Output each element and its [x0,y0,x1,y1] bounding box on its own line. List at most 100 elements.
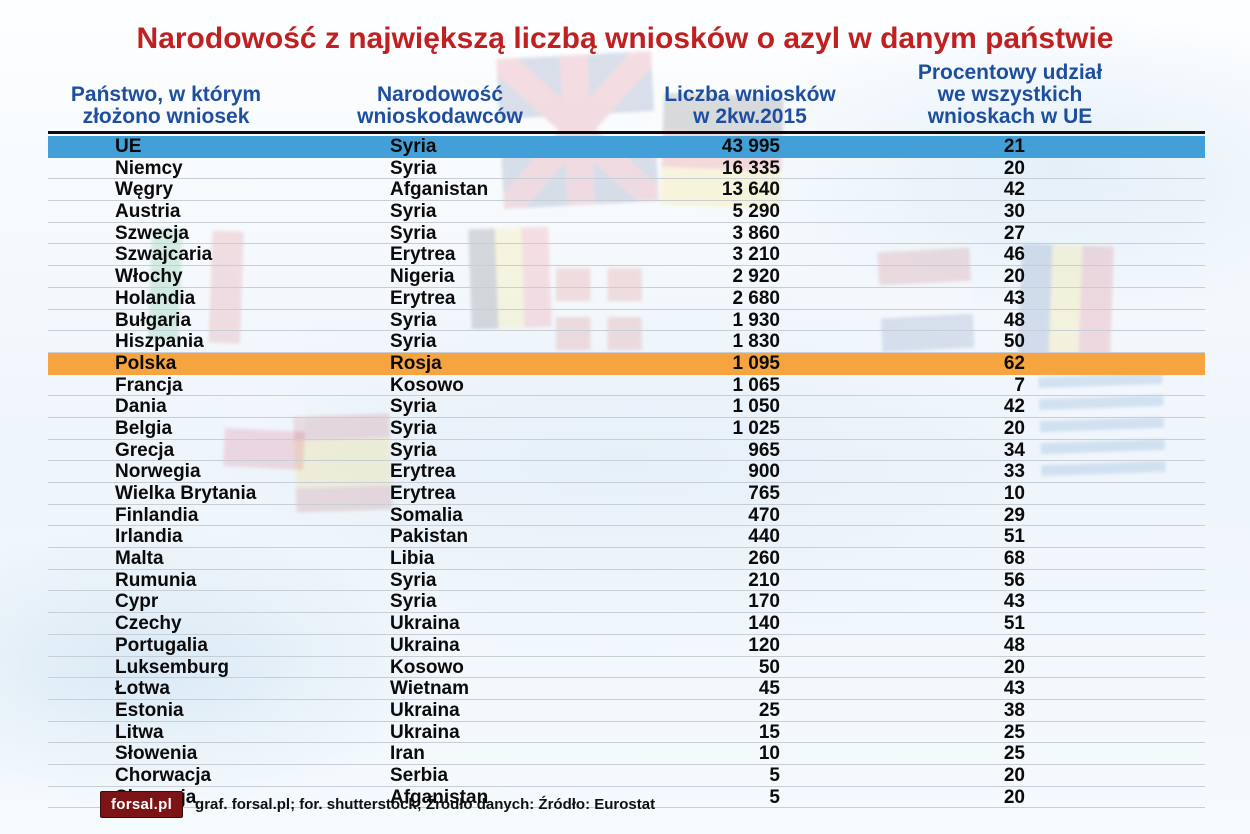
table-row: Cypr Syria 170 43 [48,591,1205,614]
table-row: UE Syria 43 995 21 [48,136,1205,158]
column-header-count: Liczba wniosków w 2kw.2015 [630,84,870,128]
nationality-cell: Syria [390,417,437,439]
nationality-cell: Syria [390,569,437,591]
percent-cell: 42 [1003,396,1025,418]
footer-credit-text: graf. forsal.pl; for. shutterstock; Źród… [195,796,656,813]
nationality-cell: Iran [390,743,425,765]
country-cell: Litwa [115,721,164,743]
country-cell: Malta [115,548,164,570]
count-cell: 10 [758,743,780,765]
country-cell: Polska [115,352,177,374]
count-cell: 440 [748,526,780,548]
country-cell: Francja [115,374,183,396]
count-cell: 210 [748,569,780,591]
percent-cell: 38 [1003,699,1025,721]
table-row: Luksemburg Kosowo 50 20 [48,657,1205,679]
column-header-count-line1: Liczba wniosków [664,83,836,106]
country-cell: Finlandia [115,504,199,526]
country-cell: Wielka Brytania [115,483,257,504]
percent-cell: 20 [1003,786,1025,808]
table-row: Polska Rosja 1 095 62 [48,352,1205,375]
table-row: Finlandia Somalia 470 29 [48,505,1205,527]
percent-cell: 43 [1003,591,1025,613]
table-row: Holandia Erytrea 2 680 43 [48,288,1205,310]
country-cell: Dania [115,396,167,418]
count-cell: 1 095 [732,352,780,374]
nationality-cell: Syria [390,439,437,461]
country-cell: Chorwacja [115,764,212,786]
count-cell: 25 [758,699,780,721]
nationality-cell: Pakistan [390,526,469,548]
nationality-cell: Afganistan [390,786,489,808]
percent-cell: 20 [1003,764,1025,786]
nationality-cell: Syria [390,136,437,157]
table-row: Francja Kosowo 1 065 7 [48,375,1205,397]
nationality-cell: Syria [390,591,437,613]
table-row: Portugalia Ukraina 120 48 [48,635,1205,657]
country-cell: Belgia [115,417,173,439]
count-cell: 50 [758,656,780,678]
country-cell: Czechy [115,613,182,635]
country-cell: Bułgaria [115,309,192,331]
nationality-cell: Syria [390,309,437,331]
percent-cell: 56 [1003,569,1025,591]
nationality-cell: Erytrea [390,483,456,504]
percent-cell: 48 [1003,634,1025,656]
table-row: Litwa Ukraina 15 25 [48,722,1205,744]
nationality-cell: Nigeria [390,266,455,288]
table-row: Wielka Brytania Erytrea 765 10 [48,483,1205,505]
country-cell: Holandia [115,287,196,309]
forsal-logo: forsal.pl [100,791,184,818]
count-cell: 16 335 [721,157,780,179]
count-cell: 2 680 [732,287,780,309]
nationality-cell: Syria [390,157,437,179]
column-header-nationality: Narodowość wnioskodawców [320,84,560,128]
nationality-cell: Erytrea [390,287,456,309]
count-cell: 2 920 [732,266,780,288]
column-header-country-line2: złożono wniosek [82,105,250,128]
country-cell: Węgry [115,179,174,201]
nationality-cell: Somalia [390,504,463,526]
table-row: Łotwa Wietnam 45 43 [48,678,1205,700]
percent-cell: 50 [1003,331,1025,353]
percent-cell: 51 [1003,613,1025,635]
country-cell: Estonia [115,699,184,721]
count-cell: 1 830 [732,331,780,353]
count-cell: 5 [769,764,780,786]
country-cell: Włochy [115,266,183,288]
count-cell: 120 [748,634,780,656]
table-row: Słowenia Iran 10 25 [48,743,1205,765]
country-cell: Hiszpania [115,331,204,353]
count-cell: 1 065 [732,374,780,396]
percent-cell: 46 [1003,244,1025,266]
footer: forsal.pl graf. forsal.pl; for. shutters… [100,791,655,818]
table-row: Grecja Syria 965 34 [48,440,1205,462]
nationality-cell: Erytrea [390,244,456,266]
table-row: Dania Syria 1 050 42 [48,396,1205,418]
table-row: Austria Syria 5 290 30 [48,201,1205,223]
nationality-cell: Ukraina [390,613,460,635]
table-row: Bułgaria Syria 1 930 48 [48,310,1205,332]
percent-cell: 20 [1003,656,1025,678]
column-header-nationality-line2: wnioskodawców [357,105,523,128]
nationality-cell: Ukraina [390,721,460,743]
table-row: Niemcy Syria 16 335 20 [48,158,1205,180]
count-cell: 1 025 [732,417,780,439]
table-row: Hiszpania Syria 1 830 50 [48,331,1205,353]
country-cell: UE [115,136,142,157]
nationality-cell: Serbia [390,764,449,786]
table-row: Irlandia Pakistan 440 51 [48,526,1205,549]
country-cell: Słowenia [115,743,198,765]
country-cell: Portugalia [115,634,208,656]
column-header-country: Państwo, w którym złożono wniosek [36,84,296,128]
table-row: Węgry Afganistan 13 640 42 [48,179,1205,202]
percent-cell: 20 [1003,157,1025,179]
column-header-percent-line3: wnioskach w UE [927,105,1093,128]
percent-cell: 10 [1003,483,1025,504]
country-cell: Irlandia [115,526,183,548]
country-cell: Austria [115,201,181,223]
column-header-percent-line2: we wszystkich [937,83,1083,106]
table-body: UE Syria 43 995 21 Niemcy Syria 16 335 2… [48,136,1205,809]
percent-cell: 43 [1003,678,1025,700]
percent-cell: 42 [1003,179,1025,201]
